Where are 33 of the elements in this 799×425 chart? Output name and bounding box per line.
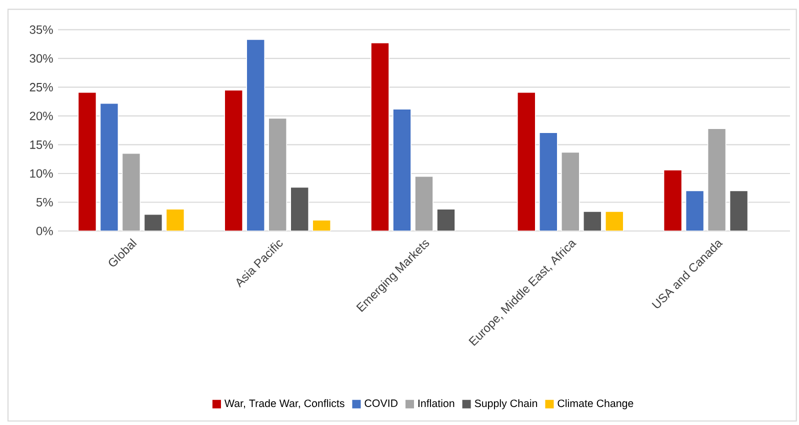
- bar: [370, 42, 390, 232]
- legend-label: Inflation: [418, 399, 454, 408]
- bar: [561, 152, 580, 232]
- bar: [290, 186, 309, 232]
- bar: [729, 190, 748, 232]
- bar: [392, 108, 412, 232]
- bar: [100, 102, 119, 232]
- bar: [685, 190, 704, 232]
- legend-label: War, Trade War, Conflicts: [224, 399, 344, 408]
- legend-label: Climate Change: [558, 399, 634, 410]
- legend-label: Supply Chain: [474, 399, 538, 410]
- y-tick-label: 35%: [30, 25, 53, 34]
- y-tick-label: 20%: [30, 112, 53, 120]
- bar: [663, 170, 682, 232]
- y-tick-label: 5%: [36, 198, 53, 206]
- bar: [707, 128, 726, 232]
- bar: [268, 118, 288, 232]
- bar: [246, 39, 266, 232]
- bar: [224, 90, 243, 232]
- bar: [122, 152, 141, 232]
- y-tick-label: 15%: [30, 140, 53, 149]
- bar: [436, 208, 456, 232]
- bar: [78, 92, 97, 232]
- y-tick-label: 0%: [36, 226, 53, 236]
- y-tick-label: 30%: [30, 54, 53, 63]
- y-tick-label: 10%: [30, 169, 53, 178]
- bar: [144, 214, 163, 232]
- bar: [517, 92, 536, 232]
- legend-label: COVID: [364, 399, 398, 407]
- bar: [166, 208, 185, 232]
- bar: [539, 132, 558, 232]
- y-tick-label: 25%: [30, 82, 53, 92]
- bar: [414, 176, 434, 232]
